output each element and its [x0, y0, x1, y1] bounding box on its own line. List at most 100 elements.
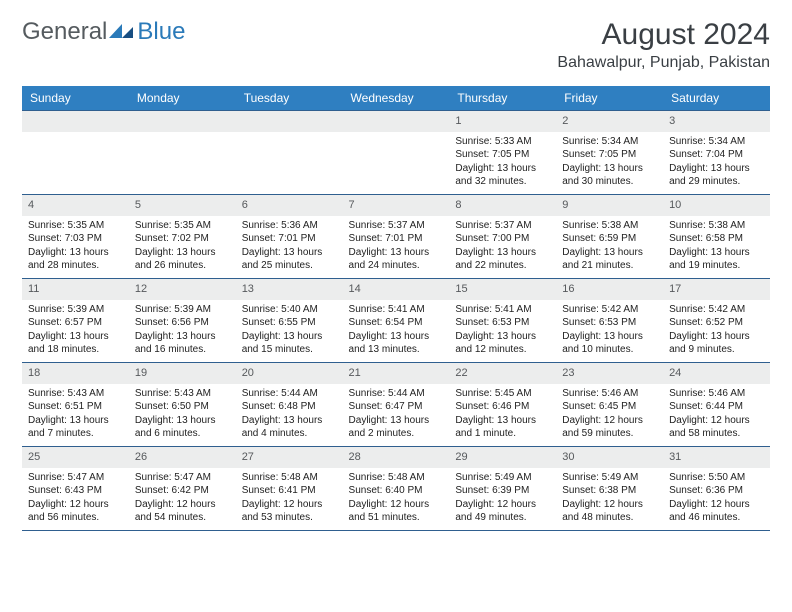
day-number: 12 — [129, 279, 236, 300]
day-body: Sunrise: 5:47 AMSunset: 6:43 PMDaylight:… — [22, 468, 129, 529]
day-body: Sunrise: 5:48 AMSunset: 6:40 PMDaylight:… — [343, 468, 450, 529]
calendar-cell: 3Sunrise: 5:34 AMSunset: 7:04 PMDaylight… — [663, 111, 770, 195]
location: Bahawalpur, Punjab, Pakistan — [557, 54, 770, 72]
day-number: 20 — [236, 363, 343, 384]
weekday-header: Thursday — [449, 86, 556, 111]
day-number: 16 — [556, 279, 663, 300]
calendar-cell: 30Sunrise: 5:49 AMSunset: 6:38 PMDayligh… — [556, 447, 663, 531]
weekday-header: Friday — [556, 86, 663, 111]
weekday-header: Sunday — [22, 86, 129, 111]
day-body: Sunrise: 5:35 AMSunset: 7:03 PMDaylight:… — [22, 216, 129, 277]
header: General Blue August 2024 Bahawalpur, Pun… — [22, 18, 770, 72]
day-body: Sunrise: 5:39 AMSunset: 6:56 PMDaylight:… — [129, 300, 236, 361]
calendar-row: 11Sunrise: 5:39 AMSunset: 6:57 PMDayligh… — [22, 279, 770, 363]
calendar-cell: 25Sunrise: 5:47 AMSunset: 6:43 PMDayligh… — [22, 447, 129, 531]
calendar-cell: 16Sunrise: 5:42 AMSunset: 6:53 PMDayligh… — [556, 279, 663, 363]
title-block: August 2024 Bahawalpur, Punjab, Pakistan — [557, 18, 770, 72]
calendar-cell: 13Sunrise: 5:40 AMSunset: 6:55 PMDayligh… — [236, 279, 343, 363]
logo-icon — [109, 20, 135, 45]
day-number: 27 — [236, 447, 343, 468]
day-body: Sunrise: 5:35 AMSunset: 7:02 PMDaylight:… — [129, 216, 236, 277]
day-number: 5 — [129, 195, 236, 216]
calendar-cell: 24Sunrise: 5:46 AMSunset: 6:44 PMDayligh… — [663, 363, 770, 447]
day-body: Sunrise: 5:38 AMSunset: 6:59 PMDaylight:… — [556, 216, 663, 277]
day-body: Sunrise: 5:38 AMSunset: 6:58 PMDaylight:… — [663, 216, 770, 277]
day-body: Sunrise: 5:33 AMSunset: 7:05 PMDaylight:… — [449, 132, 556, 193]
day-number: 11 — [22, 279, 129, 300]
day-body: Sunrise: 5:47 AMSunset: 6:42 PMDaylight:… — [129, 468, 236, 529]
day-number: 22 — [449, 363, 556, 384]
day-number: 21 — [343, 363, 450, 384]
calendar-cell: 27Sunrise: 5:48 AMSunset: 6:41 PMDayligh… — [236, 447, 343, 531]
day-body: Sunrise: 5:45 AMSunset: 6:46 PMDaylight:… — [449, 384, 556, 445]
day-number: 10 — [663, 195, 770, 216]
calendar-header-row: SundayMondayTuesdayWednesdayThursdayFrid… — [22, 86, 770, 111]
day-number: 25 — [22, 447, 129, 468]
calendar-cell: 8Sunrise: 5:37 AMSunset: 7:00 PMDaylight… — [449, 195, 556, 279]
calendar-cell: 12Sunrise: 5:39 AMSunset: 6:56 PMDayligh… — [129, 279, 236, 363]
logo-text-general: General — [22, 18, 107, 46]
calendar: SundayMondayTuesdayWednesdayThursdayFrid… — [22, 86, 770, 531]
day-number: 1 — [449, 111, 556, 132]
logo-text-blue: Blue — [137, 18, 185, 46]
day-number: 18 — [22, 363, 129, 384]
day-body: Sunrise: 5:50 AMSunset: 6:36 PMDaylight:… — [663, 468, 770, 529]
calendar-row: 18Sunrise: 5:43 AMSunset: 6:51 PMDayligh… — [22, 363, 770, 447]
day-body: Sunrise: 5:41 AMSunset: 6:53 PMDaylight:… — [449, 300, 556, 361]
weekday-header: Monday — [129, 86, 236, 111]
calendar-cell: 11Sunrise: 5:39 AMSunset: 6:57 PMDayligh… — [22, 279, 129, 363]
day-number: 23 — [556, 363, 663, 384]
day-body: Sunrise: 5:44 AMSunset: 6:48 PMDaylight:… — [236, 384, 343, 445]
calendar-cell: 4Sunrise: 5:35 AMSunset: 7:03 PMDaylight… — [22, 195, 129, 279]
day-number: 6 — [236, 195, 343, 216]
calendar-cell: 31Sunrise: 5:50 AMSunset: 6:36 PMDayligh… — [663, 447, 770, 531]
day-body: Sunrise: 5:42 AMSunset: 6:52 PMDaylight:… — [663, 300, 770, 361]
day-number: 3 — [663, 111, 770, 132]
day-body: Sunrise: 5:43 AMSunset: 6:50 PMDaylight:… — [129, 384, 236, 445]
day-number: 2 — [556, 111, 663, 132]
weekday-header: Saturday — [663, 86, 770, 111]
calendar-row: 25Sunrise: 5:47 AMSunset: 6:43 PMDayligh… — [22, 447, 770, 531]
day-number: 14 — [343, 279, 450, 300]
day-body: Sunrise: 5:34 AMSunset: 7:04 PMDaylight:… — [663, 132, 770, 193]
day-number: 19 — [129, 363, 236, 384]
calendar-cell: 19Sunrise: 5:43 AMSunset: 6:50 PMDayligh… — [129, 363, 236, 447]
calendar-cell: 10Sunrise: 5:38 AMSunset: 6:58 PMDayligh… — [663, 195, 770, 279]
calendar-cell — [236, 111, 343, 195]
day-body: Sunrise: 5:34 AMSunset: 7:05 PMDaylight:… — [556, 132, 663, 193]
calendar-cell: 26Sunrise: 5:47 AMSunset: 6:42 PMDayligh… — [129, 447, 236, 531]
day-number: 9 — [556, 195, 663, 216]
calendar-cell: 18Sunrise: 5:43 AMSunset: 6:51 PMDayligh… — [22, 363, 129, 447]
calendar-cell: 23Sunrise: 5:46 AMSunset: 6:45 PMDayligh… — [556, 363, 663, 447]
calendar-cell: 28Sunrise: 5:48 AMSunset: 6:40 PMDayligh… — [343, 447, 450, 531]
weekday-header: Tuesday — [236, 86, 343, 111]
day-body: Sunrise: 5:37 AMSunset: 7:01 PMDaylight:… — [343, 216, 450, 277]
day-number: 24 — [663, 363, 770, 384]
day-number: 30 — [556, 447, 663, 468]
calendar-cell — [22, 111, 129, 195]
daynum-empty — [236, 111, 343, 132]
daynum-empty — [129, 111, 236, 132]
day-number: 8 — [449, 195, 556, 216]
daynum-empty — [22, 111, 129, 132]
calendar-cell: 14Sunrise: 5:41 AMSunset: 6:54 PMDayligh… — [343, 279, 450, 363]
day-number: 4 — [22, 195, 129, 216]
calendar-cell: 2Sunrise: 5:34 AMSunset: 7:05 PMDaylight… — [556, 111, 663, 195]
calendar-cell: 29Sunrise: 5:49 AMSunset: 6:39 PMDayligh… — [449, 447, 556, 531]
calendar-cell: 9Sunrise: 5:38 AMSunset: 6:59 PMDaylight… — [556, 195, 663, 279]
calendar-cell: 17Sunrise: 5:42 AMSunset: 6:52 PMDayligh… — [663, 279, 770, 363]
daynum-empty — [343, 111, 450, 132]
calendar-cell: 6Sunrise: 5:36 AMSunset: 7:01 PMDaylight… — [236, 195, 343, 279]
day-body: Sunrise: 5:42 AMSunset: 6:53 PMDaylight:… — [556, 300, 663, 361]
day-body: Sunrise: 5:40 AMSunset: 6:55 PMDaylight:… — [236, 300, 343, 361]
calendar-cell: 21Sunrise: 5:44 AMSunset: 6:47 PMDayligh… — [343, 363, 450, 447]
day-body: Sunrise: 5:39 AMSunset: 6:57 PMDaylight:… — [22, 300, 129, 361]
calendar-body: 1Sunrise: 5:33 AMSunset: 7:05 PMDaylight… — [22, 111, 770, 531]
day-body: Sunrise: 5:49 AMSunset: 6:38 PMDaylight:… — [556, 468, 663, 529]
day-body: Sunrise: 5:36 AMSunset: 7:01 PMDaylight:… — [236, 216, 343, 277]
calendar-cell: 5Sunrise: 5:35 AMSunset: 7:02 PMDaylight… — [129, 195, 236, 279]
day-body: Sunrise: 5:46 AMSunset: 6:45 PMDaylight:… — [556, 384, 663, 445]
day-number: 26 — [129, 447, 236, 468]
day-number: 31 — [663, 447, 770, 468]
day-body: Sunrise: 5:44 AMSunset: 6:47 PMDaylight:… — [343, 384, 450, 445]
